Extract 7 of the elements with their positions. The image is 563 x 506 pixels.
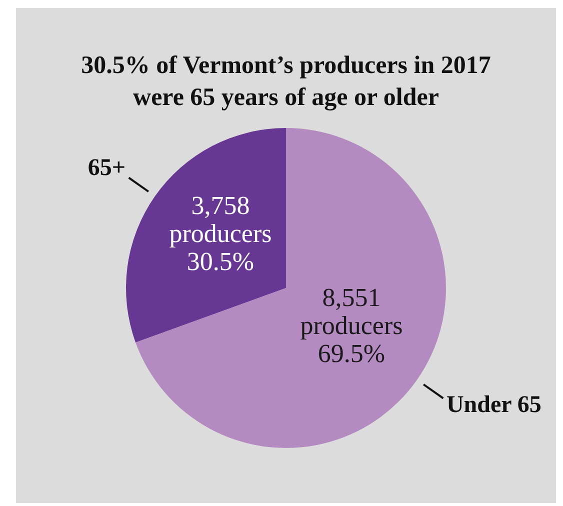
chart-title: 30.5% of Vermont’s producers in 2017 were 65 years of age or older	[80, 51, 492, 113]
slice-label: Under 65	[446, 392, 542, 418]
pie-slice	[126, 128, 286, 342]
pie-slice	[136, 128, 446, 448]
slice-label: 65+	[88, 155, 126, 182]
data-label: 3,758 producers 30.5%	[169, 191, 272, 276]
data-label: 8,551 producers 69.5%	[300, 282, 403, 368]
